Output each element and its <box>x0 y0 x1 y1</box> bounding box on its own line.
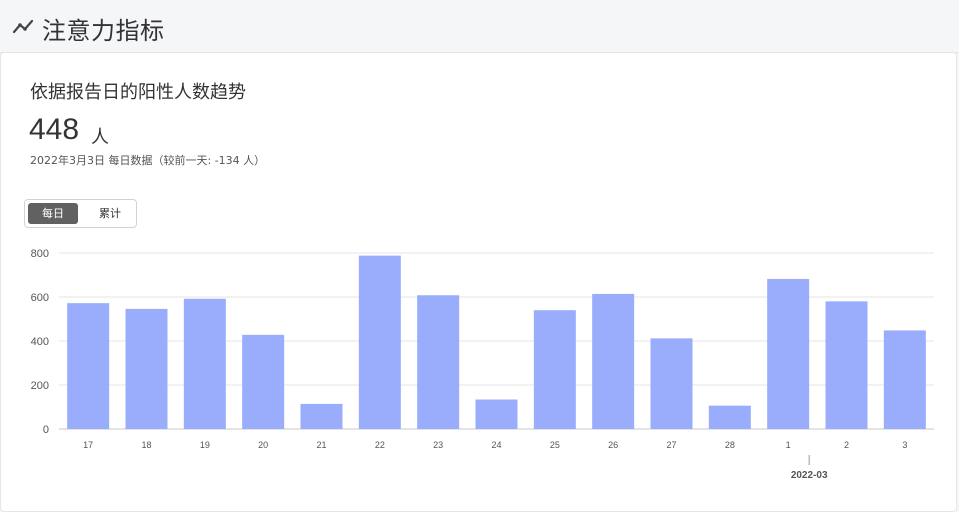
toggle-cumulative-button[interactable]: 累计 <box>99 207 121 220</box>
bar <box>767 278 810 429</box>
bar <box>650 338 693 429</box>
card-title: 依据报告日的阳性人数趋势 <box>30 82 246 103</box>
bar <box>592 293 635 429</box>
bar <box>300 403 343 429</box>
period-label: 2022-03 <box>791 470 828 481</box>
x-tick-label: 21 <box>316 440 326 450</box>
x-tick-label: 1 <box>786 440 791 450</box>
bar <box>358 255 401 429</box>
bar <box>183 298 226 429</box>
bar <box>242 334 285 429</box>
x-tick-label: 24 <box>491 440 501 450</box>
x-tick-label: 3 <box>902 440 907 450</box>
y-tick-label: 800 <box>31 248 49 260</box>
x-tick-label: 28 <box>725 440 735 450</box>
x-tick-label: 20 <box>258 440 268 450</box>
x-tick-label: 19 <box>200 440 210 450</box>
y-tick-label: 400 <box>31 336 49 348</box>
daily-count-value: 448 <box>29 113 80 146</box>
page-header: 注意力指标 <box>0 0 959 53</box>
x-tick-label: 26 <box>608 440 618 450</box>
page-title: 注意力指标 <box>42 17 165 45</box>
x-tick-label: 22 <box>375 440 385 450</box>
x-tick-label: 2 <box>844 440 849 450</box>
x-tick-label: 27 <box>666 440 676 450</box>
x-tick-label: 18 <box>141 440 151 450</box>
bar <box>825 301 868 429</box>
mode-toggle: 每日 累计 <box>24 199 137 228</box>
x-tick-label: 25 <box>550 440 560 450</box>
bar <box>533 310 576 429</box>
y-tick-label: 600 <box>31 292 49 304</box>
toggle-daily-button[interactable]: 每日 <box>28 203 78 224</box>
bar <box>125 308 168 429</box>
trend-card: 依据报告日的阳性人数趋势 448 人 2022年3月3日 每日数据（较前一天: … <box>0 52 957 512</box>
bar <box>417 295 460 429</box>
bar <box>708 405 751 429</box>
date-summary: 2022年3月3日 每日数据（较前一天: -134 人） <box>30 154 266 167</box>
bar <box>475 399 518 429</box>
daily-count-unit: 人 <box>91 127 109 148</box>
bar <box>67 303 110 429</box>
y-tick-label: 0 <box>43 424 49 436</box>
bar <box>883 330 926 429</box>
x-tick-label: 23 <box>433 440 443 450</box>
x-tick-label: 17 <box>83 440 93 450</box>
trend-line-icon <box>12 19 34 34</box>
y-tick-label: 200 <box>31 380 49 392</box>
